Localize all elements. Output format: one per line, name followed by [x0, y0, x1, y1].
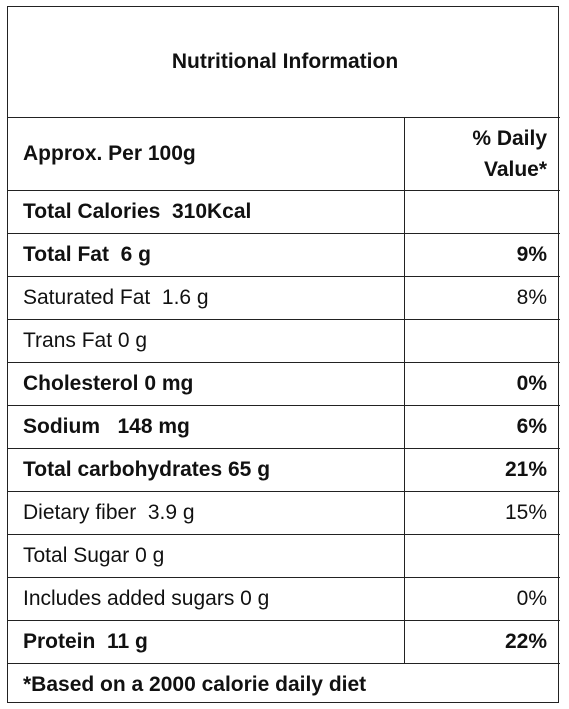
daily-value: 15% — [403, 490, 561, 535]
nutrient-label: Dietary fiber 3.9 g — [8, 490, 405, 535]
daily-value: 0% — [403, 361, 561, 406]
nutrient-label: Protein 11 g — [8, 619, 405, 664]
daily-value: 0% — [403, 576, 561, 621]
daily-value — [403, 189, 561, 234]
nutrient-row-total-fat: Total Fat 6 g 9% — [8, 232, 561, 277]
nutrient-row-total-calories: Total Calories 310Kcal — [8, 189, 561, 234]
title-row: Nutritional Information — [8, 7, 561, 118]
nutrient-row-trans-fat: Trans Fat 0 g — [8, 318, 561, 363]
nutrient-label: Cholesterol 0 mg — [8, 361, 405, 406]
nutrient-row-dietary-fiber: Dietary fiber 3.9 g 15% — [8, 490, 561, 535]
nutrient-row-total-sugar: Total Sugar 0 g — [8, 533, 561, 578]
daily-value: 21% — [403, 447, 561, 492]
daily-value-header-line2: Value* — [483, 157, 548, 181]
nutrient-label: Saturated Fat 1.6 g — [8, 275, 405, 320]
nutrient-row-added-sugars: Includes added sugars 0 g 0% — [8, 576, 561, 621]
daily-value-header-line1: % Daily — [472, 126, 548, 150]
nutrition-facts-panel: Nutritional Information Approx. Per 100g… — [7, 6, 561, 707]
nutrient-row-cholesterol: Cholesterol 0 mg 0% — [8, 361, 561, 406]
nutrient-label: Sodium 148 mg — [8, 404, 405, 449]
daily-value: 9% — [403, 232, 561, 277]
nutrition-table: Nutritional Information Approx. Per 100g… — [8, 7, 561, 707]
nutrient-label: Trans Fat 0 g — [8, 318, 405, 363]
header-row: Approx. Per 100g % Daily Value* — [8, 116, 561, 191]
footnote-row: *Based on a 2000 calorie daily diet — [8, 662, 561, 707]
serving-size-header: Approx. Per 100g — [8, 116, 405, 191]
nutrient-row-sodium: Sodium 148 mg 6% — [8, 404, 561, 449]
nutrient-row-protein: Protein 11 g 22% — [8, 619, 561, 664]
nutrient-label: Includes added sugars 0 g — [8, 576, 405, 621]
nutrient-row-saturated-fat: Saturated Fat 1.6 g 8% — [8, 275, 561, 320]
daily-value — [403, 533, 561, 578]
daily-value: 8% — [403, 275, 561, 320]
daily-value — [403, 318, 561, 363]
nutrient-row-total-carbohydrates: Total carbohydrates 65 g 21% — [8, 447, 561, 492]
nutrient-label: Total Calories 310Kcal — [8, 189, 405, 234]
nutrient-label: Total Sugar 0 g — [8, 533, 405, 578]
daily-value: 6% — [403, 404, 561, 449]
daily-value-header: % Daily Value* — [403, 116, 561, 191]
table-title: Nutritional Information — [8, 7, 561, 118]
footnote: *Based on a 2000 calorie daily diet — [8, 662, 561, 707]
nutrient-label: Total carbohydrates 65 g — [8, 447, 405, 492]
nutrient-label: Total Fat 6 g — [8, 232, 405, 277]
daily-value: 22% — [403, 619, 561, 664]
